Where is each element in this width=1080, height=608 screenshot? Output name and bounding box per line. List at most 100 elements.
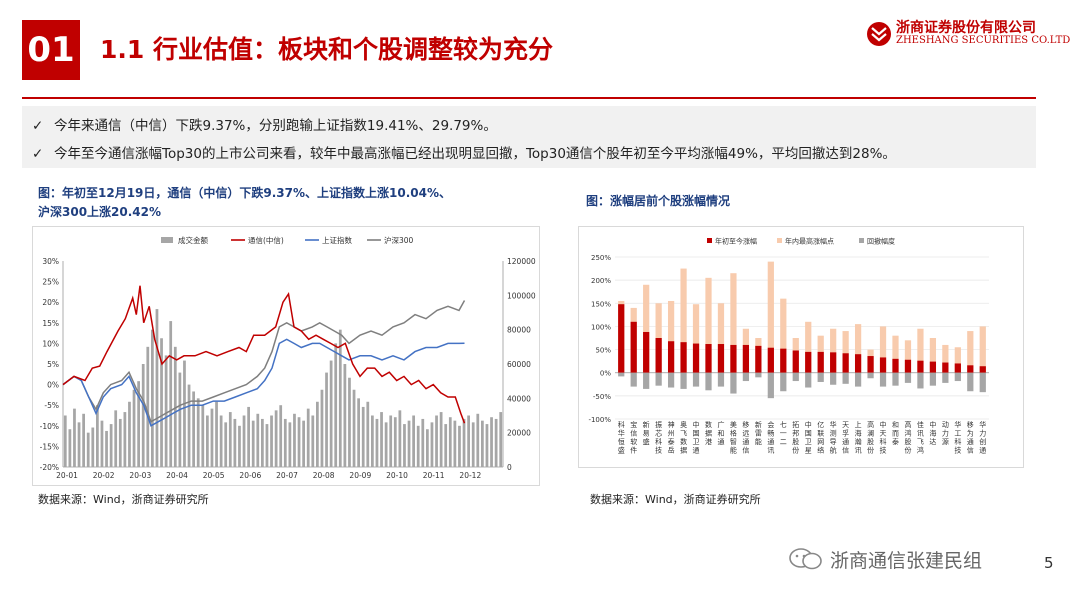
volume-bar [279,405,283,467]
bar-ytd [792,350,799,373]
bar-drawdown [792,372,799,382]
logo-name-en: ZHESHANG SECURITIES CO.LTD [896,35,1071,46]
bar-peak [917,328,924,373]
category-label: 高澜股份 [867,420,874,455]
category-label: 广和通 [717,420,724,446]
left-caption-line1: 图：年初至12月19日，通信（中信）下跌9.37%、上证指数上涨10.04%、 [38,186,452,200]
volume-bar [73,408,76,467]
volume-bar [421,418,425,467]
y2-tick-label: 40000 [507,394,531,403]
volume-bar [224,422,228,467]
volume-bar [316,401,319,467]
right-chart-caption: 图：涨幅居前个股涨幅情况 [586,194,731,208]
volume-bar [68,429,72,467]
volume-bar [448,417,452,467]
y-tick-label: 150% [591,300,611,308]
bar-drawdown [954,372,961,382]
bar-peak [929,338,937,373]
x-tick-label: 20-10 [386,471,408,480]
bar-drawdown [817,372,824,382]
volume-bar [325,372,328,467]
bar-drawdown [630,372,637,387]
volume-bar [426,429,429,467]
x-tick-label: 20-06 [239,471,261,480]
bar-drawdown [780,372,787,392]
bar-ytd [692,343,700,373]
volume-bar [137,381,140,467]
category-label: 华工科技 [954,420,961,455]
bar-ytd [892,358,899,373]
bar-ytd [917,360,924,373]
volume-bar [242,415,246,467]
volume-bar [201,405,205,467]
volume-bar [293,413,296,467]
volume-bar [352,389,356,467]
volume-bar [219,415,223,467]
bar-peak [717,303,725,373]
legend-swatch [707,238,712,243]
category-label: 华测导航 [830,420,837,455]
bar-drawdown [904,372,912,383]
volume-bar [412,415,415,467]
bullet-item: ✓ 今年至今通信涨幅Top30的上市公司来看，较年中最高涨幅已经出现明显回撤，To… [32,142,896,162]
category-label: 中海达 [929,420,936,446]
y-tick-label: -10% [40,422,59,431]
bar-drawdown [979,372,986,393]
category-label: 会畅通讯 [767,420,774,455]
bar-ytd [830,352,837,373]
bar-drawdown [942,372,949,383]
volume-bar [494,418,498,467]
x-tick-label: 20-01 [56,471,78,480]
bar-peak [667,300,675,373]
bar-peak [830,328,837,373]
y-tick-label: -20% [40,463,59,472]
logo-mark-icon [867,22,891,46]
summary-box: ✓ 今年来通信（中信）下跌9.37%，分别跑输上证指数19.41%、29.79%。… [22,106,1036,168]
y-tick-label: 20% [42,298,59,307]
bar-drawdown [618,372,625,377]
bar-ytd [967,365,974,373]
left-chart-caption: 图：年初至12月19日，通信（中信）下跌9.37%、上证指数上涨10.04%、 … [38,184,538,222]
x-tick-label: 20-02 [93,471,115,480]
volume-bar [380,412,383,467]
wechat-icon [788,547,824,576]
bar-drawdown [879,372,887,387]
volume-bar [306,408,310,467]
category-label: 数据港 [705,420,712,446]
bar-ytd [929,361,937,373]
legend-swatch [777,238,782,243]
legend-label: 年内最高涨幅点 [785,237,834,246]
x-tick-label: 20-12 [459,471,481,480]
volume-bar [183,360,186,467]
category-label: 奥飞数据 [680,420,687,455]
y2-tick-label: 60000 [507,360,531,369]
volume-bar [471,422,475,467]
volume-bar [206,415,209,467]
bar-ytd [705,344,712,373]
volume-bar [297,417,301,467]
bar-drawdown [805,372,812,388]
stocks-chart-svg: 250% 200% 150% 100% 50% 0% -50% -100% 科华恒盛宝信软件新易… [588,237,989,455]
y2-tick-label: 120000 [507,257,536,266]
bar-ytd [643,331,650,373]
volume-bar [476,413,480,467]
volume-bar [467,415,470,467]
bar-ytd [755,345,762,373]
legend-swatch [859,238,864,243]
bar-drawdown [830,372,837,385]
section-number: 01 [22,20,80,80]
y2-tick-label: 20000 [507,429,531,438]
bullet-text: 今年来通信（中信）下跌9.37%，分别跑输上证指数19.41%、29.79%。 [54,118,497,134]
volume-bar [178,372,182,467]
bar-peak [692,304,700,373]
category-label: 七一二 [780,420,787,446]
bar-drawdown [680,372,687,389]
volume-bar [96,405,99,467]
volume-bar [416,425,420,467]
right-data-source: 数据来源：Wind，浙商证券研究所 [590,493,761,506]
volume-bar [444,424,448,467]
volume-bar [407,420,411,467]
bar-peak [730,273,737,373]
volume-bar [398,410,402,467]
volume-bar [270,415,273,467]
